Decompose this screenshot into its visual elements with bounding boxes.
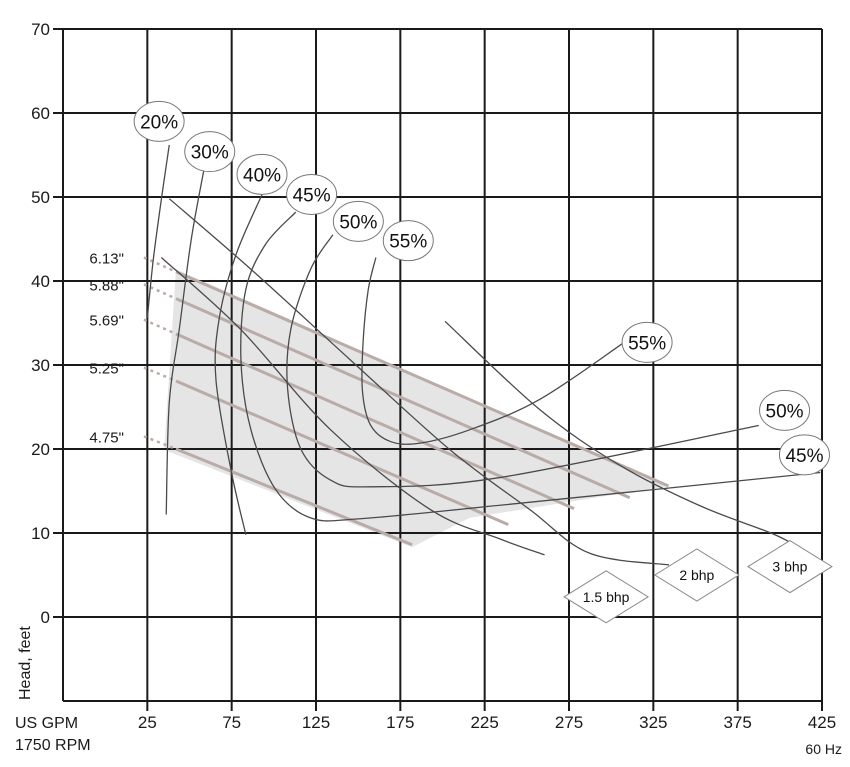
impeller-curve-dotted — [143, 283, 177, 300]
efficiency-label-bubble — [286, 173, 338, 215]
x-tick-label: 25 — [138, 713, 157, 732]
efficiency-label: 30% — [191, 143, 229, 164]
efficiency-label-bubble — [184, 131, 236, 173]
x-axis-sublabel: 1750 RPM — [15, 737, 91, 754]
impeller-diameter-label: 5.25" — [89, 361, 124, 378]
power-curve — [160, 256, 545, 556]
power-label-diamond — [747, 540, 833, 594]
efficiency-curve — [146, 144, 170, 319]
operating-region-fill — [164, 269, 669, 548]
efficiency-label-bubble — [332, 200, 384, 242]
operating-region — [164, 269, 669, 548]
impeller-curve-dotted — [143, 366, 177, 383]
efficiency-label: 45% — [785, 446, 823, 467]
y-tick-label: 60 — [31, 104, 50, 123]
efficiency-label-bubble — [778, 434, 830, 476]
impeller-curve-dotted — [143, 435, 177, 451]
efficiency-label: 45% — [293, 185, 331, 206]
power-label: 1.5 bhp — [583, 589, 630, 605]
y-tick-label: 30 — [31, 356, 50, 375]
x-tick-label: 75 — [222, 713, 241, 732]
efficiency-label: 20% — [140, 112, 178, 133]
efficiency-label-bubble — [133, 100, 185, 142]
power-label: 3 bhp — [772, 559, 807, 575]
x-tick-label: 375 — [723, 713, 751, 732]
power-label: 2 bhp — [679, 567, 714, 583]
efficiency-label: 55% — [389, 232, 427, 253]
y-tick-label: 20 — [31, 440, 50, 459]
impeller-curve — [175, 379, 509, 526]
efficiency-label-bubble — [621, 321, 673, 363]
tick-labels: 0 10 20 30 40 50 60 70 25 75 125 175 225 275 325 375 425 — [31, 20, 836, 732]
power-label-diamond — [563, 570, 650, 624]
y-tick-label: 10 — [31, 524, 50, 543]
impeller-curve-dotted — [143, 318, 177, 336]
efficiency-label: 50% — [766, 401, 804, 422]
power-curve — [168, 198, 670, 566]
x-axis-label: US GPM — [15, 715, 78, 732]
efficiency-curve — [240, 211, 821, 522]
impeller-curve — [175, 297, 631, 500]
y-tick-label: 40 — [31, 272, 50, 291]
x-tick-label: 125 — [302, 713, 330, 732]
efficiency-label-bubble — [382, 220, 434, 262]
efficiency-and-power-curves — [146, 144, 821, 566]
impeller-curve — [175, 270, 670, 488]
x-tick-label: 275 — [555, 713, 583, 732]
impeller-diameter-label: 5.88" — [89, 277, 124, 294]
grid — [53, 28, 823, 711]
impeller-curves — [143, 256, 670, 547]
efficiency-label: 55% — [628, 333, 666, 354]
impeller-diameter-label: 5.69" — [89, 313, 124, 330]
efficiency-label-bubble — [759, 389, 811, 431]
power-label-diamond — [653, 548, 740, 602]
efficiency-label-bubble — [236, 153, 288, 195]
y-tick-label: 0 — [41, 608, 50, 627]
x-tick-label: 175 — [386, 713, 414, 732]
efficiency-curve — [361, 257, 625, 445]
efficiency-curve — [286, 234, 759, 488]
efficiency-curve — [214, 192, 264, 535]
impeller-curve-dotted — [143, 256, 177, 273]
impeller-curve — [175, 332, 575, 511]
y-tick-label: 70 — [31, 20, 50, 39]
impeller-curve — [175, 447, 413, 547]
curve-labels: 6.13" 5.88" 5.69" 5.25" 4.75" 20% 30% 40% 45% 45%… — [89, 100, 833, 624]
power-curve — [444, 320, 791, 543]
x-tick-label: 225 — [470, 713, 498, 732]
y-tick-label: 50 — [31, 188, 50, 207]
efficiency-label: 40% — [243, 165, 281, 186]
frequency-note: 60 Hz — [805, 741, 842, 757]
x-tick-label: 425 — [808, 713, 836, 732]
x-tick-label: 325 — [639, 713, 667, 732]
impeller-diameter-label: 4.75" — [89, 429, 124, 446]
y-axis-label: Head, feet — [17, 626, 34, 700]
efficiency-label: 50% — [339, 212, 377, 233]
impeller-diameter-label: 6.13" — [89, 250, 124, 267]
